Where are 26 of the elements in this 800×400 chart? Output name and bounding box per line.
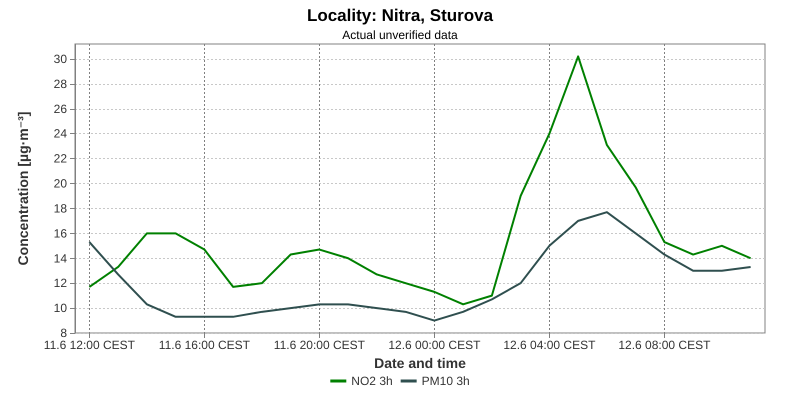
y-tick-label: 22 [54, 152, 68, 166]
y-axis-title: Concentration [µg·m⁻³] [15, 112, 31, 266]
y-tick-label: 26 [54, 102, 68, 116]
x-tick-label: 11.6 12:00 CEST [44, 338, 136, 352]
x-tick-label: 11.6 20:00 CEST [274, 338, 366, 352]
line-series [88, 55, 752, 306]
y-tick-label: 24 [54, 126, 68, 141]
y-tick-label: 16 [54, 226, 68, 240]
chart-title: Locality: Nitra, Sturova [306, 6, 494, 25]
x-tick-label: 12.6 08:00 CEST [618, 338, 712, 352]
y-tick-label: 12 [54, 276, 68, 290]
legend-label: NO2 3h [351, 374, 393, 388]
chart-subtitle: Actual unverified data [342, 28, 458, 42]
x-tick-label: 11.6 16:00 CEST [158, 338, 251, 352]
y-tick-label: 14 [54, 251, 68, 266]
line-series [88, 211, 752, 322]
y-tick-label: 8 [60, 326, 68, 340]
y-tick-label: 18 [54, 201, 68, 216]
y-tick-label: 28 [54, 76, 68, 91]
y-tick-label: 10 [54, 301, 68, 316]
legend-label: PM10 3h [422, 374, 470, 388]
x-tick-label: 12.6 00:00 CEST [388, 338, 482, 352]
y-tick-label: 30 [54, 52, 68, 66]
y-tick-label: 20 [54, 176, 68, 191]
x-axis-title: Date and time [374, 354, 466, 371]
x-tick-label: 12.6 04:00 CEST [503, 338, 596, 352]
